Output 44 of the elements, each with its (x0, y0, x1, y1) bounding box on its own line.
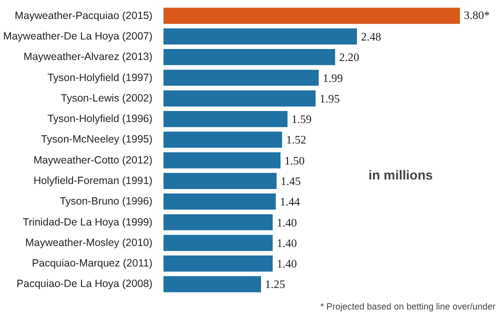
y-tick-label: Tyson-Holyfield (1997) (47, 72, 152, 84)
y-tick-label: Tyson-Lewis (2002) (60, 92, 152, 104)
y-tick-label: Holyfield-Foreman (1991) (33, 174, 153, 187)
data-label: 1.50 (284, 155, 305, 168)
bar (164, 70, 319, 86)
bar (164, 110, 288, 128)
y-tick-label: Tyson-McNeeley (1995) (41, 134, 153, 146)
data-label: 1.25 (265, 279, 286, 292)
data-label: 1.40 (276, 217, 298, 230)
annotation: in millions (368, 167, 433, 182)
bar (164, 172, 277, 190)
data-label: 2.48 (360, 31, 382, 44)
bar (164, 152, 281, 168)
text: * Projected based on betting line over/under (320, 302, 496, 312)
data-label: 1.59 (292, 114, 312, 126)
y-tick-label: Tyson-Holyfield (1996) (47, 113, 152, 126)
y-tick-label: Mayweather-De La Hoya (2007) (3, 30, 152, 42)
y-tick-label: Tyson-Bruno (1996) (60, 196, 153, 208)
bar (164, 194, 276, 210)
data-label: 1.44 (280, 196, 300, 209)
data-label: 1.52 (286, 134, 306, 147)
data-label: 1.95 (320, 93, 340, 106)
data-label: 1.40 (276, 258, 298, 271)
data-label: 1.40 (276, 238, 298, 250)
y-tick-label: Trinidad-De La Hoya (1999) (22, 216, 153, 228)
y-tick-label: Mayweather-Cotto (2012) (33, 154, 153, 166)
data-label: 3.80* (464, 10, 490, 22)
bar (164, 214, 273, 230)
bar (164, 8, 460, 24)
data-label: 1.99 (322, 72, 344, 85)
bar (164, 90, 316, 106)
bar (164, 49, 336, 66)
data-label: 1.45 (280, 176, 301, 188)
y-tick-label: Mayweather-Alvarez (2013) (24, 51, 152, 64)
bar (164, 276, 262, 292)
bar (164, 132, 282, 148)
y-tick-label: Pacquiao-De La Hoya (2008) (16, 278, 152, 290)
y-tick-label: Mayweather-Mosley (2010) (25, 236, 153, 249)
y-tick-label: Mayweather-Pacquiao (2015) (14, 10, 153, 22)
y-tick-label: Pacquiao-Marquez (2011) (32, 258, 153, 270)
data-label: 2.20 (339, 52, 360, 64)
bar (164, 28, 357, 45)
bar (164, 255, 273, 272)
bar (164, 234, 273, 251)
